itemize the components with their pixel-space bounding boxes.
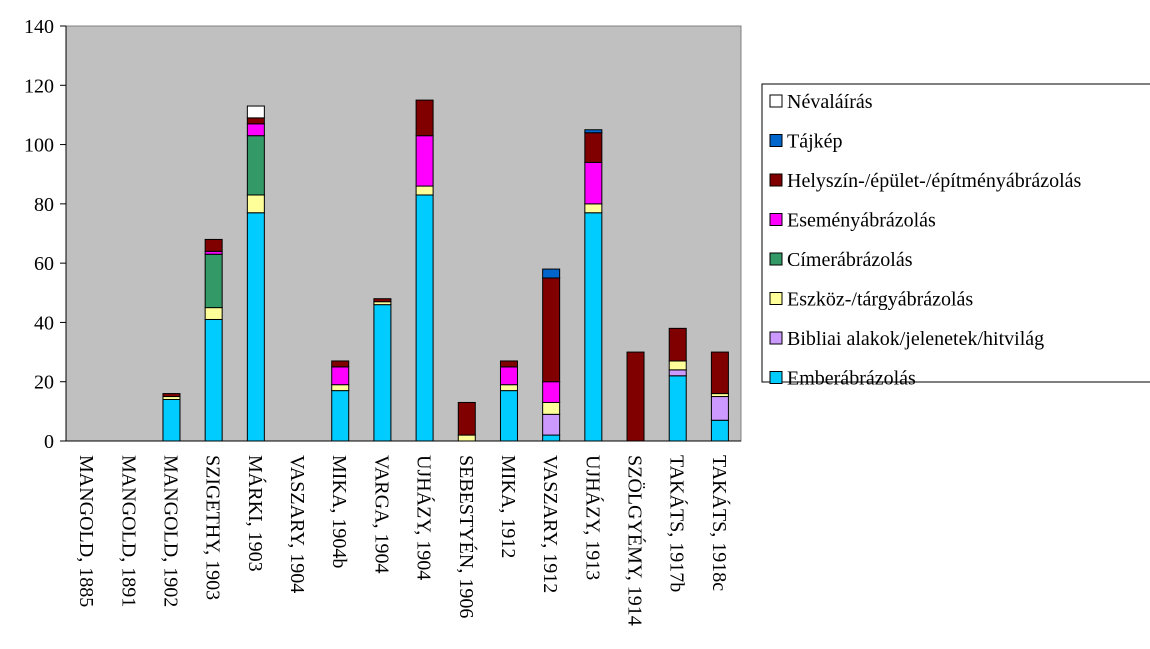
bar-segment: [710, 396, 729, 421]
bar-segment: [668, 360, 687, 371]
bar-segment: [542, 268, 561, 279]
legend-swatch: [769, 371, 783, 384]
y-axis-ticks: 0 20 40 60 80 100 120 140: [24, 16, 66, 453]
bar-segment: [331, 384, 350, 392]
x-tick-label: SZIGETHY, 1903: [202, 455, 224, 600]
legend-label: Bibliai alakok/jelenetek/hitvilág: [787, 328, 1044, 350]
y-tick-label: 20: [34, 372, 54, 394]
legend-swatch: [769, 213, 783, 226]
bar-segment: [542, 381, 561, 403]
x-tick-label: TAKÁTS, 1918c: [708, 455, 731, 591]
x-tick-label: SEBESTYÉN, 1906: [455, 455, 478, 618]
bar-segment: [542, 413, 561, 436]
y-tick-label: 40: [34, 312, 54, 334]
x-tick-label: VARGA, 1904: [370, 455, 392, 574]
bar-segment: [499, 360, 518, 368]
bar-segment: [331, 366, 350, 386]
y-tick-label: 60: [34, 253, 54, 275]
x-tick-label: MÁRKI, 1903: [244, 455, 267, 572]
bar-segment: [415, 194, 434, 442]
bar-segment: [162, 393, 181, 398]
bar-segment: [415, 185, 434, 196]
bar-segment: [246, 135, 265, 196]
bar-segment: [331, 360, 350, 368]
x-tick-label: MANGOLD, 1902: [159, 455, 181, 607]
bar-segment: [246, 212, 265, 442]
legend-swatch: [769, 173, 783, 187]
x-tick-label: UJHÁZY, 1913: [581, 455, 604, 580]
legend: Névaláírás Tájkép Helyszín-/épület-/építmé…: [761, 83, 1150, 390]
bar-segment: [246, 194, 265, 214]
legend-swatch: [769, 331, 783, 345]
bar-segment: [542, 277, 561, 383]
x-tick-label: SZÖLGYÉMY, 1914: [624, 455, 647, 626]
legend-box: [761, 83, 1150, 383]
bar-segment: [457, 401, 476, 436]
bar-segment: [668, 327, 687, 362]
x-tick-label: MANGOLD, 1885: [75, 455, 97, 607]
bar-segment: [710, 351, 729, 395]
bar-segment: [584, 161, 603, 205]
legend-swatch: [769, 94, 783, 108]
x-tick-label: UJHÁZY, 1904: [413, 455, 436, 580]
x-tick-label: VASZARY, 1904: [286, 455, 308, 593]
legend-label: Helyszín-/épület-/építményábrázolás: [787, 170, 1082, 192]
legend-label: Emberábrázolás: [787, 368, 916, 390]
legend-swatch: [769, 252, 783, 266]
bar-segment: [415, 99, 434, 137]
legend-label: Eszköz-/tárgyábrázolás: [787, 289, 973, 311]
bar-segment: [668, 369, 687, 377]
x-tick-label: MIKA, 1912: [497, 455, 519, 558]
x-axis-labels: MANGOLD, 1885 MANGOLD, 1891 MANGOLD, 1902 S…: [75, 455, 731, 626]
bar-segment: [584, 132, 603, 163]
bar-segment: [457, 434, 476, 442]
legend-label: Eseményábrázolás: [787, 210, 936, 232]
bar-segment: [246, 117, 265, 125]
bar-segment: [542, 401, 561, 415]
bar-segment: [542, 434, 561, 442]
bar-segment: [584, 212, 603, 442]
bars-group: [162, 99, 729, 442]
legend-label: Címerábrázolás: [787, 249, 913, 271]
x-tick-label: VASZARY, 1912: [539, 455, 561, 593]
bar-segment: [584, 203, 603, 214]
bar-segment: [204, 253, 223, 309]
legend-swatch: [769, 292, 783, 305]
x-tick-label: MIKA, 1904b: [328, 455, 350, 568]
bar-segment: [499, 390, 518, 442]
legend-label: Tájkép: [787, 131, 843, 153]
bar-segment: [162, 399, 181, 442]
bar-segment: [584, 129, 603, 134]
bar-segment: [204, 238, 223, 252]
bar-segment: [204, 307, 223, 320]
x-tick-label: MANGOLD, 1891: [117, 455, 139, 607]
legend-swatch: [769, 134, 783, 147]
y-tick-label: 80: [34, 194, 54, 216]
legend-label: Névaláírás: [787, 91, 873, 113]
y-tick-label: 0: [44, 431, 54, 453]
bar-segment: [373, 298, 392, 303]
y-tick-label: 140: [24, 16, 54, 38]
x-tick-label: TAKÁTS, 1917b: [666, 455, 689, 592]
bar-segment: [204, 318, 223, 442]
bar-segment: [415, 135, 434, 187]
bar-segment: [499, 366, 518, 386]
bar-segment: [246, 123, 265, 137]
bar-segment: [246, 105, 265, 119]
bar-segment: [626, 351, 645, 442]
y-tick-label: 120: [24, 75, 54, 97]
bar-segment: [710, 419, 729, 442]
bar-segment: [373, 304, 392, 442]
bar-segment: [499, 384, 518, 392]
bar-segment: [331, 390, 350, 442]
bar-segment: [668, 375, 687, 442]
y-tick-label: 100: [24, 135, 54, 157]
